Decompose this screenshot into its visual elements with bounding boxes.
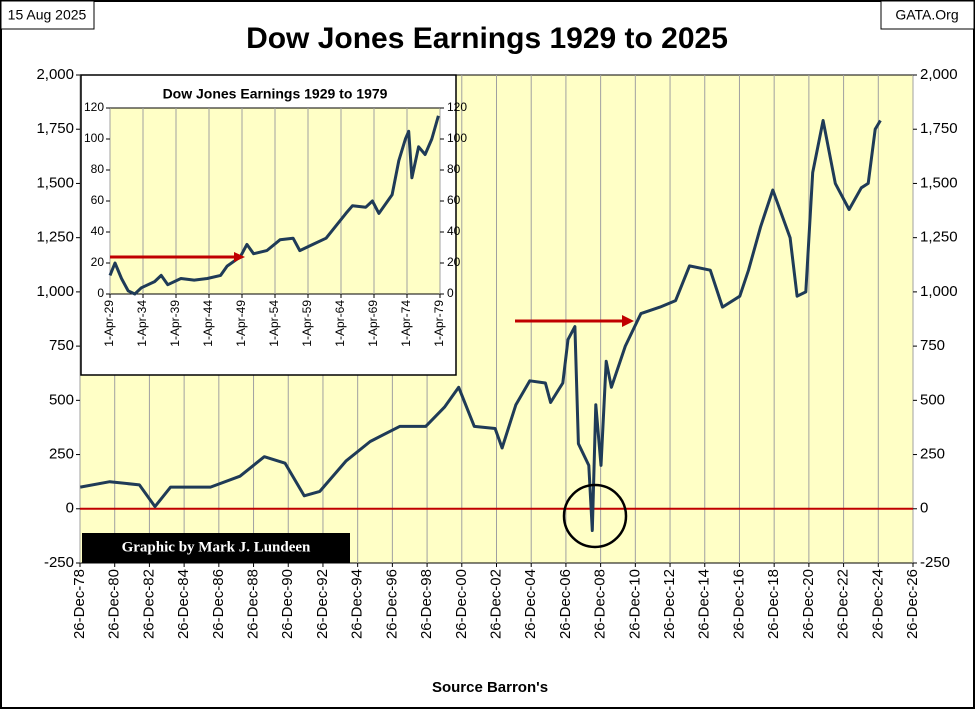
y2-tick-label: 1,000: [920, 283, 958, 300]
x-tick-label: 26-Dec-26: [904, 569, 921, 639]
y-tick-label: 20: [91, 255, 105, 269]
y2-tick-label: 2,000: [920, 66, 958, 83]
date-box: [0, 0, 95, 30]
y2-tick-label: 750: [920, 337, 945, 354]
chart-title: Dow Jones Earnings 1929 to 2025: [246, 22, 728, 55]
x-tick-label: 26-Dec-04: [522, 569, 539, 639]
x-tick-label: 26-Dec-90: [279, 569, 296, 639]
x-tick-label: 26-Dec-08: [592, 569, 609, 639]
x-axis-label: Source Barron's: [432, 679, 548, 696]
x-tick-label: 1-Apr-34: [135, 300, 149, 347]
x-tick-label: 26-Dec-24: [869, 569, 886, 639]
y2-tick-label: 120: [447, 100, 467, 114]
x-tick-label: 1-Apr-59: [300, 300, 314, 347]
y-tick-label: 1,250: [36, 229, 74, 246]
y2-tick-label: 80: [447, 162, 461, 176]
y2-tick-label: 0: [920, 500, 928, 517]
x-tick-label: 26-Dec-12: [661, 569, 678, 639]
y2-tick-label: 20: [447, 255, 461, 269]
y2-tick-label: 100: [447, 131, 467, 145]
credit: Graphic by Mark J. Lundeen: [122, 539, 311, 555]
x-tick-label: 26-Dec-06: [557, 569, 574, 639]
date: 15 Aug 2025: [8, 7, 87, 23]
x-tick-label: 26-Dec-84: [175, 569, 192, 639]
x-tick-label: 26-Dec-92: [314, 569, 331, 639]
x-tick-label: 26-Dec-96: [383, 569, 400, 639]
y2-tick-label: 500: [920, 391, 945, 408]
y-tick-label: 40: [91, 224, 105, 238]
y-tick-label: 0: [97, 286, 104, 300]
y2-tick-label: 0: [447, 286, 454, 300]
x-tick-label: 26-Dec-98: [418, 569, 435, 639]
x-tick-label: 1-Apr-69: [366, 300, 380, 347]
x-tick-label: 26-Dec-02: [487, 569, 504, 639]
y-tick-label: 100: [84, 131, 104, 145]
y-tick-label: -250: [44, 554, 74, 571]
x-tick-label: 1-Apr-49: [234, 300, 248, 347]
x-tick-label: 26-Dec-00: [453, 569, 470, 639]
y2-tick-label: 250: [920, 446, 945, 463]
y-tick-label: 1,500: [36, 174, 74, 191]
y2-tick-label: 1,750: [920, 120, 958, 137]
x-tick-label: 26-Dec-80: [106, 569, 123, 639]
x-tick-label: 1-Apr-29: [102, 300, 116, 347]
y-tick-label: 0: [66, 500, 74, 517]
x-tick-label: 26-Dec-14: [696, 569, 713, 639]
x-tick-label: 1-Apr-44: [201, 300, 215, 347]
x-tick-label: 1-Apr-79: [432, 300, 446, 347]
x-tick-label: 26-Dec-22: [835, 569, 852, 639]
y-tick-label: 750: [49, 337, 74, 354]
credit-box: [82, 533, 350, 563]
highlight-circle: [562, 483, 628, 549]
data-line: [108, 115, 440, 296]
y2-tick-label: 1,500: [920, 174, 958, 191]
x-tick-label: 26-Dec-82: [140, 569, 157, 639]
x-tick-label: 26-Dec-20: [800, 569, 817, 639]
x-tick-label: 1-Apr-64: [333, 300, 347, 347]
y-tick-label: 120: [84, 100, 104, 114]
x-tick-label: 26-Dec-88: [245, 569, 262, 639]
arrow-head: [622, 315, 634, 327]
y-tick-label: 500: [49, 391, 74, 408]
site: GATA.Org: [895, 7, 958, 23]
x-tick-label: 1-Apr-39: [168, 300, 182, 347]
x-tick-label: 26-Dec-16: [730, 569, 747, 639]
y2-tick-label: 40: [447, 224, 461, 238]
x-tick-label: 26-Dec-78: [71, 569, 88, 639]
x-tick-label: 1-Apr-54: [267, 300, 281, 347]
x-tick-label: 26-Dec-94: [349, 569, 366, 639]
y-tick-label: 1,750: [36, 120, 74, 137]
y2-tick-label: 60: [447, 193, 461, 207]
inset-chart: 1-Apr-29 1-Apr-34 1-Apr-39 1-Apr-44 1-Apr-49…: [80, 74, 467, 376]
y2-tick-label: -250: [920, 554, 950, 571]
y-tick-label: 80: [91, 162, 105, 176]
x-tick-label: 26-Dec-86: [210, 569, 227, 639]
inset-title: Dow Jones Earnings 1929 to 1979: [163, 86, 388, 102]
y-tick-label: 250: [49, 446, 74, 463]
x-tick-label: 26-Dec-10: [626, 569, 643, 639]
x-tick-label: 26-Dec-18: [765, 569, 782, 639]
data-line: [80, 119, 882, 532]
y-tick-label: 2,000: [36, 66, 74, 83]
arrow-head: [234, 252, 245, 262]
x-tick-label: 1-Apr-74: [399, 300, 413, 347]
y-tick-label: 60: [91, 193, 105, 207]
y-tick-label: 1,000: [36, 283, 74, 300]
site-box: [880, 0, 975, 30]
y2-tick-label: 1,250: [920, 229, 958, 246]
